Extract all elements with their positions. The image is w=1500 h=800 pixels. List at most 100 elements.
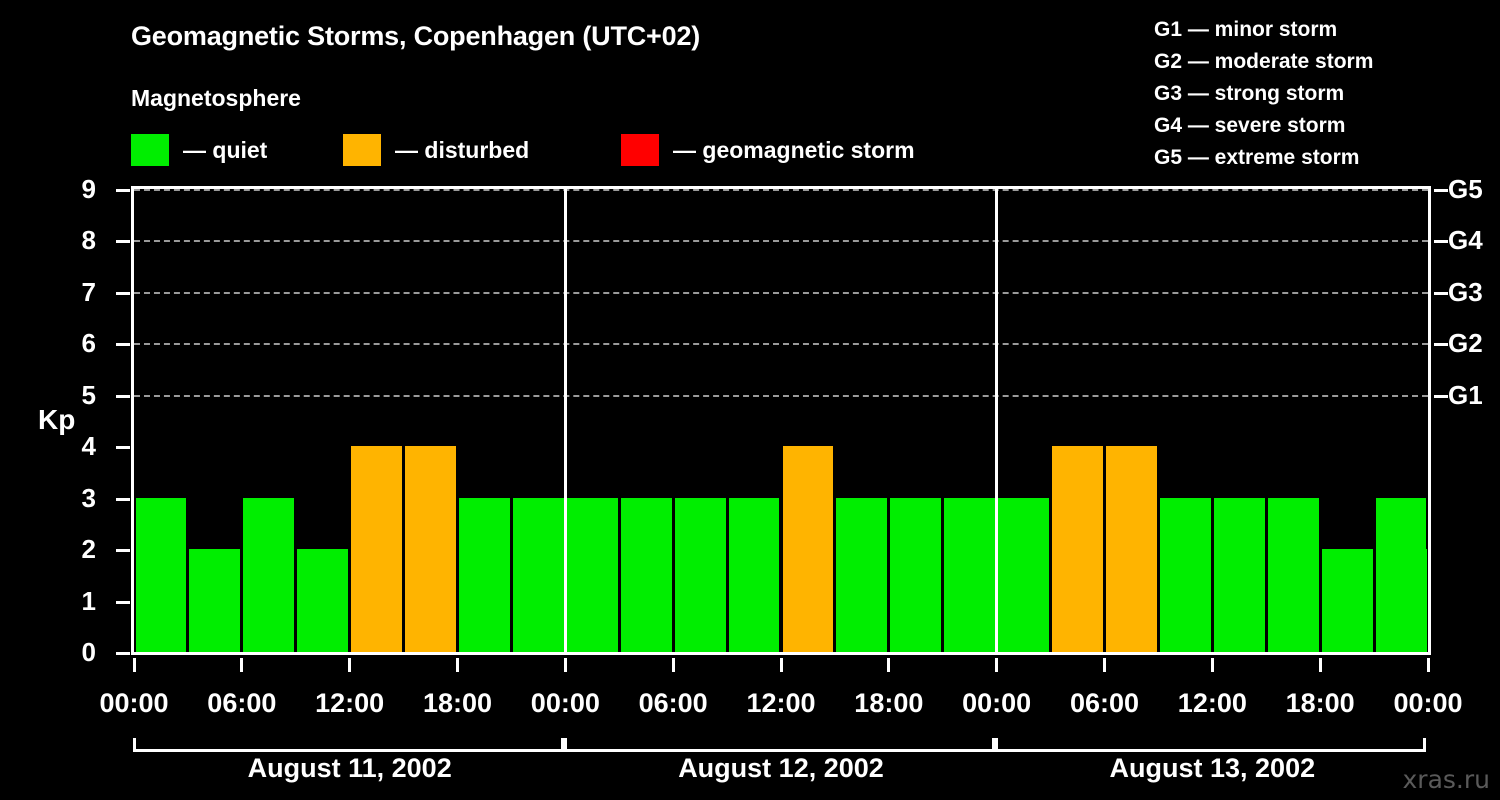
x-tick-label-2: 12:00 [315,688,385,718]
bar-partial [1404,549,1427,652]
day-bracket-3 [995,738,1427,752]
bar [1213,497,1265,652]
day-separator-1 [563,189,567,652]
bar [405,446,456,652]
g-tick-label-g2: G2 [1448,328,1483,359]
legend-swatch-geomagnetic-storm-icon [621,134,659,166]
g-tick-mark-g5 [1434,189,1448,192]
legend-entry-quiet: — quiet [131,131,267,169]
day-label-2: August 12, 2002 [678,753,884,783]
bar [566,497,618,652]
gridline-kp-9 [134,189,1428,191]
g-scale-legend: G1 — minor storm G2 — moderate storm G3 — … [1154,14,1484,174]
watermark: xras.ru [1402,765,1491,794]
y-tick-mark-0 [116,652,130,655]
bar [512,497,564,652]
x-tick-mark-10 [1210,658,1214,672]
g-tick-mark-g3 [1434,291,1448,295]
bar [674,497,726,652]
legend-label-geomagnetic-storm: — geomagnetic storm [673,136,915,163]
x-tick-label-1: 06:00 [207,688,277,718]
y-tick-label-3: 3 [81,482,96,513]
x-tick-label-9: 06:00 [1069,688,1140,718]
x-tick-label-6: 12:00 [746,688,816,718]
bar [459,497,510,652]
x-tick-mark-2 [348,658,352,672]
page-title: Geomagnetic Storms, Copenhagen (UTC+02) [131,21,701,51]
bar [189,549,241,652]
y-tick-mark-5 [116,394,130,398]
x-tick-label-11: 18:00 [1285,688,1355,718]
g-tick-mark-g4 [1434,240,1448,244]
x-tick-label-10: 12:00 [1177,688,1247,718]
x-tick-mark-1 [240,658,244,672]
y-tick-mark-9 [116,189,130,192]
y-tick-mark-3 [116,497,130,501]
x-tick-mark-5 [671,658,675,672]
x-tick-mark-8 [995,658,999,672]
g-legend-row-g4: G4 — severe storm [1154,114,1346,137]
y-tick-mark-2 [116,549,130,553]
bar [836,497,888,652]
bar [944,497,996,652]
legend-label-quiet: — quiet [183,136,268,163]
x-tick-label-4: 00:00 [530,688,600,718]
bar [297,549,349,652]
bar [243,497,295,652]
bar [1321,549,1373,652]
bar [1052,446,1103,652]
bar [1159,497,1211,652]
legend-swatch-disturbed-icon [343,134,381,166]
y-tick-label-8: 8 [81,225,96,256]
bar [135,497,187,652]
y-tick-mark-8 [116,240,130,244]
bar [998,497,1050,652]
x-tick-mark-12 [1426,658,1430,672]
x-tick-mark-9 [1103,658,1106,672]
g-tick-mark-g1 [1434,394,1448,398]
x-tick-label-8: 00:00 [962,688,1032,718]
g-tick-label-g5: G5 [1448,174,1483,204]
bar [728,497,780,652]
legend-entry-disturbed: — disturbed [343,131,529,169]
gridline-kp-8 [134,240,1428,243]
bar [351,446,403,652]
x-tick-mark-3 [456,658,459,672]
g-legend-row-g2: G2 — moderate storm [1154,50,1374,73]
day-bracket-1 [132,738,564,752]
x-tick-mark-7 [887,658,891,672]
g-tick-label-g3: G3 [1448,276,1483,307]
magnetosphere-label: Magnetosphere [131,85,301,111]
x-tick-mark-0 [132,658,136,672]
x-tick-label-3: 18:00 [422,688,493,718]
legend-swatch-quiet-icon [131,134,169,166]
day-label-3: August 13, 2002 [1109,753,1316,783]
y-tick-label-6: 6 [81,328,96,359]
y-tick-label-1: 1 [81,585,96,616]
g-tick-label-g4: G4 [1448,225,1483,256]
g-legend-row-g1: G1 — minor storm [1154,18,1338,41]
y-tick-label-7: 7 [81,276,96,307]
gridline-kp-7 [134,291,1428,294]
chart-plot-area [131,186,1431,655]
g-legend-row-g5: G5 — extreme storm [1154,146,1360,169]
y-axis-title: Kp [38,404,76,435]
x-tick-mark-6 [779,658,783,672]
chart-plot-inner [134,189,1428,652]
day-separator-2 [995,189,999,652]
legend-label-disturbed: — disturbed [395,136,530,163]
gridline-kp-5 [134,394,1428,397]
x-tick-label-0: 00:00 [99,688,169,718]
day-bracket-2 [563,738,996,752]
g-tick-label-g1: G1 [1448,379,1483,410]
bar [1106,446,1157,652]
x-tick-mark-11 [1318,658,1322,672]
legend-entry-geomagnetic-storm: — geomagnetic storm [621,131,915,169]
x-tick-label-5: 06:00 [638,688,708,718]
y-tick-label-2: 2 [81,534,96,565]
g-tick-mark-g2 [1434,343,1448,347]
y-tick-mark-1 [116,600,130,604]
y-tick-mark-4 [116,446,130,450]
bar [1267,497,1319,652]
day-label-1: August 11, 2002 [247,753,452,783]
